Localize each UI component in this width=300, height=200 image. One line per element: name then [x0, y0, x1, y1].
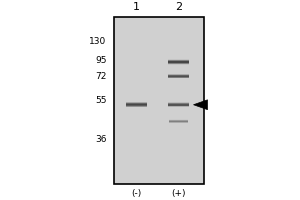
Bar — [126, 106, 147, 107]
Bar — [126, 104, 147, 105]
Bar — [168, 63, 189, 64]
Bar — [168, 62, 189, 63]
Bar — [168, 75, 189, 76]
Bar — [168, 76, 189, 77]
Bar — [168, 103, 189, 104]
Bar — [168, 62, 189, 63]
Bar — [169, 121, 188, 122]
Bar — [169, 120, 188, 121]
Bar — [168, 74, 189, 75]
Bar — [168, 61, 189, 62]
Bar — [169, 121, 188, 122]
Bar — [169, 122, 188, 123]
Text: (+): (+) — [171, 189, 186, 198]
Bar — [126, 102, 147, 103]
Text: 2: 2 — [175, 2, 182, 12]
Bar — [168, 77, 189, 78]
Text: 36: 36 — [95, 135, 106, 144]
Bar — [169, 122, 188, 123]
Bar — [168, 77, 189, 78]
Text: (-): (-) — [131, 189, 142, 198]
Bar — [168, 102, 189, 103]
Bar — [168, 104, 189, 105]
Bar — [126, 102, 147, 103]
Bar — [168, 64, 189, 65]
Bar — [168, 103, 189, 104]
Text: 72: 72 — [95, 72, 106, 81]
Bar — [126, 104, 147, 105]
Bar — [169, 120, 188, 121]
Text: 130: 130 — [89, 37, 106, 46]
Bar — [168, 74, 189, 75]
Text: 95: 95 — [95, 56, 106, 65]
Bar — [126, 105, 147, 106]
Bar — [168, 105, 189, 106]
Bar — [168, 60, 189, 61]
Bar — [168, 104, 189, 105]
Bar — [126, 103, 147, 104]
Bar — [126, 103, 147, 104]
Bar — [168, 61, 189, 62]
Bar — [168, 63, 189, 64]
Bar — [168, 76, 189, 77]
Bar — [168, 105, 189, 106]
Bar — [114, 17, 204, 184]
Bar — [169, 119, 188, 120]
Polygon shape — [194, 100, 208, 110]
Bar — [168, 77, 189, 78]
Bar — [168, 106, 189, 107]
Bar — [168, 75, 189, 76]
Bar — [168, 102, 189, 103]
Bar — [126, 106, 147, 107]
Bar — [168, 60, 189, 61]
Text: 55: 55 — [95, 96, 106, 105]
Bar — [168, 105, 189, 106]
Bar — [168, 106, 189, 107]
Text: 1: 1 — [133, 2, 140, 12]
Bar — [168, 59, 189, 60]
Bar — [126, 105, 147, 106]
